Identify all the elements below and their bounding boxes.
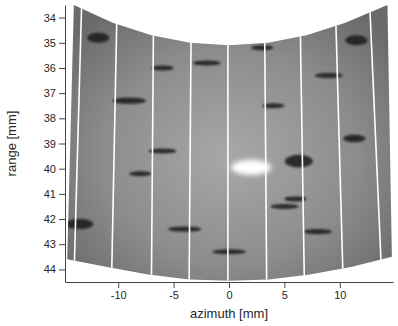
dark-spot (271, 204, 299, 209)
x-axis: -10 -5 0 5 10 (66, 282, 394, 301)
beam-line (227, 5, 229, 282)
y-axis-tick-label: 38 (44, 112, 56, 124)
dark-spot (285, 155, 313, 168)
y-axis-tick-mark (59, 118, 65, 119)
dark-spot (304, 229, 332, 234)
beam-line (300, 5, 304, 282)
y-axis-title: range [mm] (4, 111, 19, 177)
x-axis-tick: 0 (226, 282, 232, 301)
y-axis-tick-label: 44 (44, 263, 56, 275)
y-axis-tick-label: 34 (44, 12, 56, 24)
y-axis-tick-mark (59, 194, 65, 195)
x-axis-tick-label: -5 (169, 289, 179, 301)
y-axis-tick: 37 (44, 87, 65, 99)
beam-line (189, 5, 191, 282)
y-axis-tick-mark (59, 269, 65, 270)
dark-spot (345, 35, 367, 45)
y-axis-tick: 44 (44, 263, 65, 275)
dark-spot (66, 219, 94, 229)
y-axis-tick-label: 41 (44, 188, 56, 200)
chart: -10 -5 0 5 10 34 35 36 37 38 39 40 41 42 43 44 azimuth [… (0, 0, 398, 326)
y-axis-line (65, 6, 66, 283)
y-axis-tick-mark (59, 219, 65, 220)
x-axis-tick: 5 (282, 282, 288, 301)
y-axis-tick-mark (59, 144, 65, 145)
dark-spot (343, 135, 365, 143)
y-axis-tick: 38 (44, 112, 65, 124)
y-axis-tick-label: 42 (44, 213, 56, 225)
dark-spot (315, 73, 343, 78)
dark-spot (212, 249, 245, 254)
dark-spot (193, 60, 221, 65)
plot-area (66, 5, 392, 282)
y-axis-tick-label: 43 (44, 238, 56, 250)
y-axis-tick: 39 (44, 138, 65, 150)
y-axis-tick-label: 35 (44, 37, 56, 49)
y-axis-tick-mark (59, 93, 65, 94)
beam-line (112, 5, 118, 282)
y-axis-tick-label: 40 (44, 163, 56, 175)
y-axis-tick: 43 (44, 238, 65, 250)
x-axis-tick: -10 (111, 282, 127, 301)
beam-line (264, 5, 266, 282)
x-axis-tick-label: 10 (334, 289, 346, 301)
y-axis-tick-label: 37 (44, 87, 56, 99)
beam-line (151, 5, 153, 282)
dark-spot (168, 227, 201, 232)
y-axis-tick: 40 (44, 163, 65, 175)
x-axis-tick-label: -10 (111, 289, 127, 301)
y-axis-tick-mark (59, 68, 65, 69)
y-axis-tick-label: 39 (44, 138, 56, 150)
y-axis-tick: 42 (44, 213, 65, 225)
x-axis-tick-mark (229, 282, 230, 288)
beam-line (370, 5, 382, 282)
y-axis: 34 35 36 37 38 39 40 41 42 43 44 (44, 6, 66, 283)
x-axis-tick-mark (340, 282, 341, 288)
dark-spot (113, 98, 146, 104)
x-axis-tick-mark (284, 282, 285, 288)
dark-spot (129, 171, 151, 176)
y-axis-tick: 34 (44, 12, 65, 24)
image-content (66, 5, 382, 282)
beam-line (335, 5, 343, 282)
y-axis-tick: 36 (44, 62, 65, 74)
y-axis-tick-mark (59, 18, 65, 19)
y-axis-tick-mark (59, 43, 65, 44)
x-axis-tick-label: 0 (226, 289, 232, 301)
dark-spot (251, 45, 273, 50)
y-axis-tick: 35 (44, 37, 65, 49)
x-axis-tick-label: 5 (282, 289, 288, 301)
x-axis-tick-mark (174, 282, 175, 288)
y-axis-tick-mark (59, 244, 65, 245)
x-axis-tick: -5 (169, 282, 179, 301)
y-axis-tick-label: 36 (44, 62, 56, 74)
dark-spot (87, 33, 109, 43)
y-axis-tick: 41 (44, 188, 65, 200)
x-axis-tick: 10 (334, 282, 346, 301)
x-axis-title: azimuth [mm] (190, 306, 268, 321)
dark-spot (151, 65, 173, 70)
y-axis-tick-mark (59, 169, 65, 170)
beam-line (74, 5, 82, 282)
x-axis-tick-mark (118, 282, 119, 288)
